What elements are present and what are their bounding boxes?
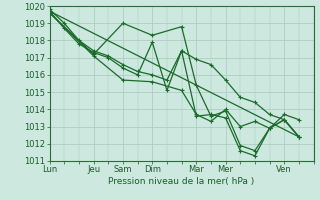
X-axis label: Pression niveau de la mer( hPa ): Pression niveau de la mer( hPa ) xyxy=(108,177,255,186)
